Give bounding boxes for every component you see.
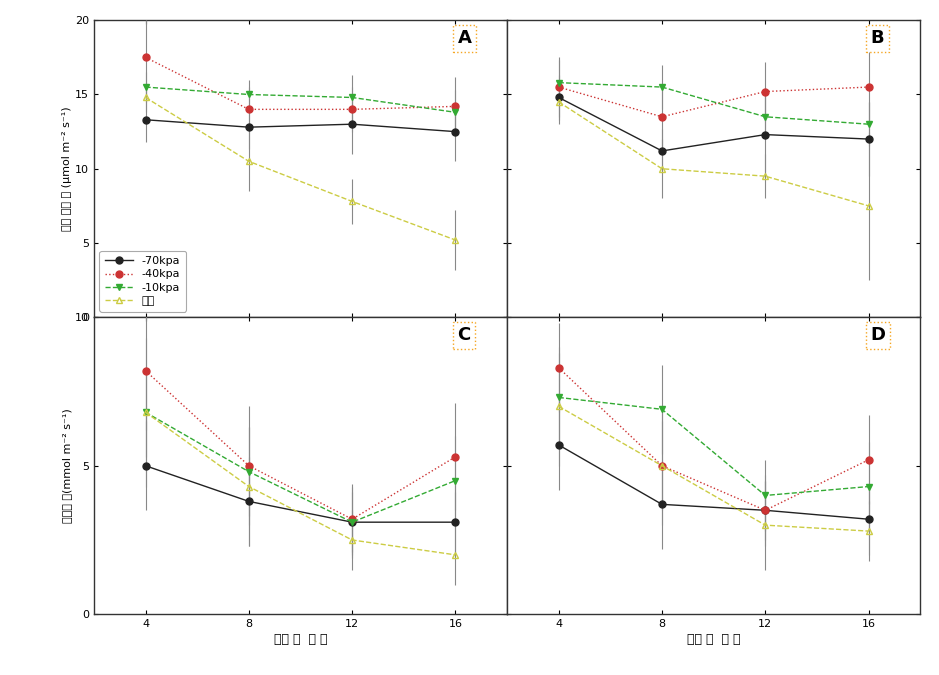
X-axis label: 처리 후  일 수: 처리 후 일 수	[274, 633, 327, 646]
X-axis label: 처리 후  일 수: 처리 후 일 수	[687, 633, 740, 646]
Y-axis label: 광합 성속 도 (μmol m⁻² s⁻¹): 광합 성속 도 (μmol m⁻² s⁻¹)	[62, 107, 72, 231]
Text: A: A	[457, 29, 471, 47]
Text: C: C	[457, 326, 470, 344]
Legend: -70kpa, -40kpa, -10kpa, 흥수: -70kpa, -40kpa, -10kpa, 흥수	[100, 250, 186, 312]
Y-axis label: 증산속 도(mmol m⁻² s⁻¹): 증산속 도(mmol m⁻² s⁻¹)	[62, 408, 72, 523]
Text: D: D	[870, 326, 885, 344]
Text: B: B	[870, 29, 885, 47]
